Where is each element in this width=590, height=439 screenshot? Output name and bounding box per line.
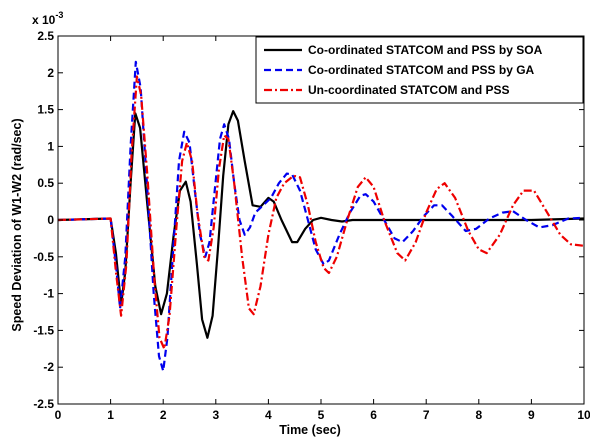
series-line-3 [58,75,584,350]
series-line-1 [58,110,584,339]
y-tick-label: 0 [47,213,54,227]
y-axis-label: Speed Deviation of W1-W2 (rad/sec) [10,118,24,331]
x-tick-label: 7 [423,408,430,422]
x-tick-label: 6 [370,408,377,422]
y-tick-label: -0.5 [33,250,54,264]
x-tick-label: 10 [577,408,590,422]
x-tick-label: 8 [475,408,482,422]
series-line-2 [58,60,584,372]
x-tick-label: 1 [107,408,114,422]
x-tick-label: 0 [55,408,62,422]
multiplier-base: x 10 [32,13,56,27]
legend-entry: Un-coordinated STATCOM and PSS [308,83,510,97]
legend-box [255,36,584,104]
x-tick-label: 2 [160,408,167,422]
y-tick-label: 1 [47,139,54,153]
x-tick-label: 9 [528,408,535,422]
y-tick-label: -1.5 [33,323,54,337]
legend-entry: Co-ordinated STATCOM and PSS by GA [308,63,535,77]
x-axis-label: Time (sec) [279,423,341,437]
x-tick-label: 5 [318,408,325,422]
plot-area [58,60,584,372]
x-tick-label: 4 [265,408,272,422]
y-tick-label: -1 [43,287,54,301]
y-axis-multiplier: x 10-3 [32,10,63,27]
x-tick-label: 3 [212,408,219,422]
y-tick-label: 2 [47,66,54,80]
legend-entry: Co-ordinated STATCOM and PSS by SOA [308,43,543,57]
legend: Co-ordinated STATCOM and PSS by SOA Co-or… [255,36,584,104]
y-tick-label: 2.5 [37,29,54,43]
y-tick-label: 1.5 [37,103,54,117]
y-tick-label: -2 [43,360,54,374]
y-tick-label: -2.5 [33,397,54,411]
multiplier-exponent: -3 [55,10,63,20]
y-tick-label: 0.5 [37,176,54,190]
plot-frame [57,35,585,405]
